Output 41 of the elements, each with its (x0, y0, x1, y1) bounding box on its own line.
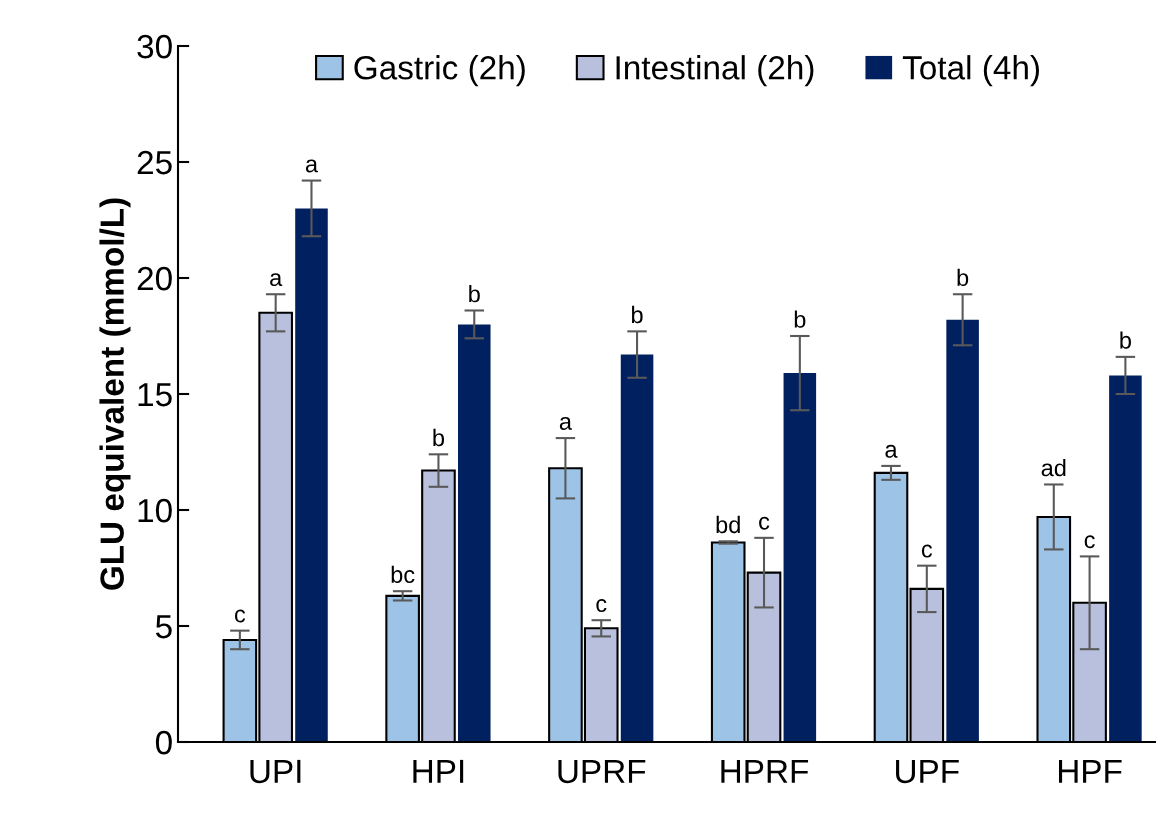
data-label: a (270, 273, 283, 287)
y-tick-label: 20 (137, 266, 172, 291)
data-label: a (305, 159, 319, 173)
x-tick-label: UPF (896, 759, 959, 784)
y-tick-label: 15 (138, 383, 172, 407)
bar (620, 354, 654, 742)
data-label: c (759, 516, 770, 530)
bar (1109, 375, 1142, 742)
y-tick-label: 30 (137, 34, 172, 59)
y-axis-title: GLU equivalent (mmol/L) (99, 198, 131, 590)
y-tick-label: 10 (138, 498, 172, 523)
data-label: b (957, 268, 969, 287)
data-label: b (632, 305, 643, 324)
x-tick-label: UPI (250, 759, 301, 784)
data-label: bc (391, 565, 415, 584)
x-tick-label: HPI (413, 759, 464, 783)
bar (457, 324, 491, 742)
legend-label: Intestinal (2h) (616, 55, 814, 87)
x-tick-label: HPRF (721, 759, 809, 783)
data-label: b (1120, 331, 1131, 349)
data-label: bd (716, 515, 740, 534)
x-tick-label: UPRF (558, 759, 646, 784)
y-tick-label: 25 (137, 150, 172, 175)
data-label: a (559, 416, 572, 430)
bar (783, 373, 817, 742)
bar (946, 319, 979, 742)
bar (295, 208, 328, 742)
data-label: c (596, 599, 607, 613)
y-tick-label: 5 (155, 615, 172, 639)
data-label: b (433, 428, 445, 447)
x-tick-label: HPF (1058, 759, 1122, 783)
legend-label: Gastric (2h) (354, 55, 525, 87)
data-label: b (469, 284, 480, 303)
data-label: c (234, 609, 246, 623)
data-label: c (921, 544, 933, 558)
data-label: ad (1041, 458, 1066, 477)
legend-label: Total (4h) (902, 55, 1039, 87)
data-label: c (1084, 535, 1095, 549)
y-tick-label: 0 (155, 730, 172, 755)
data-label: b (794, 310, 806, 328)
data-label: a (885, 444, 898, 458)
